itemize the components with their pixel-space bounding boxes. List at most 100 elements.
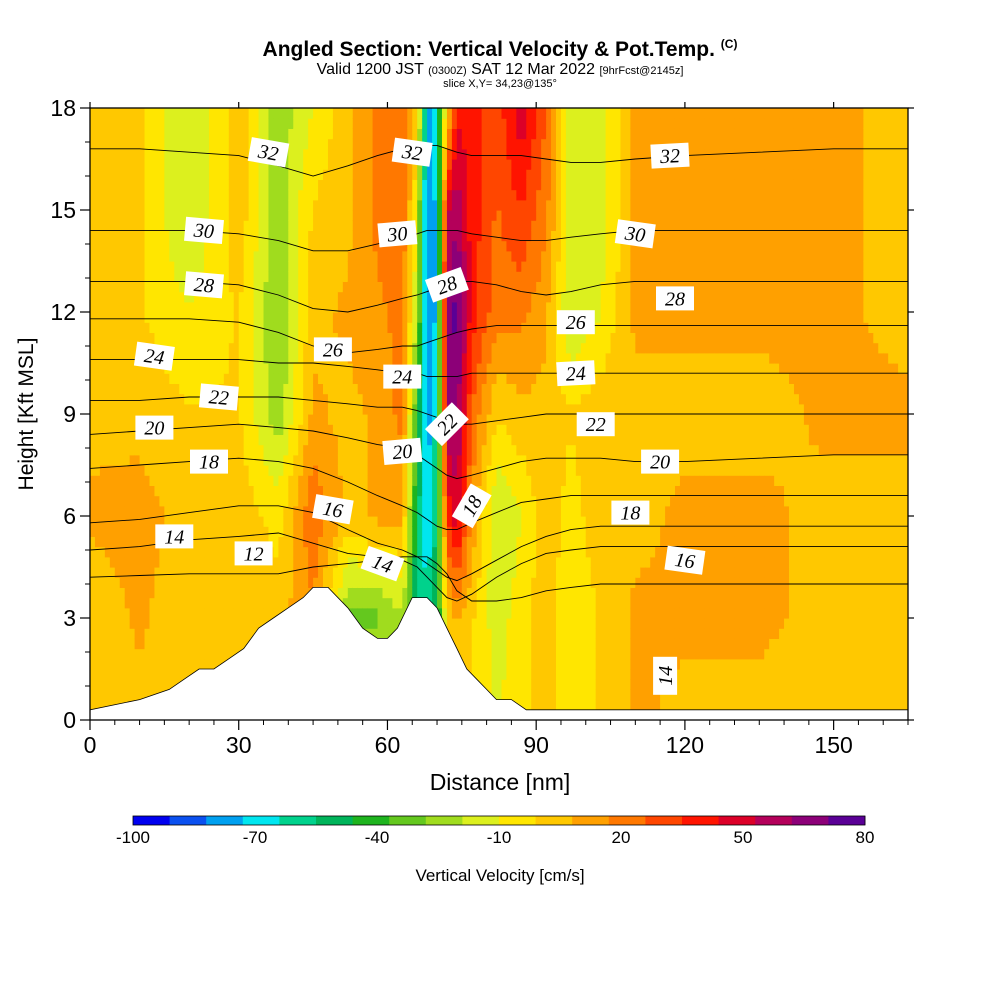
velocity-cell: [476, 240, 483, 252]
velocity-cell: [441, 546, 448, 558]
velocity-cell: [303, 352, 309, 364]
velocity-cell: [109, 505, 116, 517]
velocity-cell: [99, 312, 106, 323]
velocity-cell: [194, 556, 200, 568]
velocity-cell: [154, 444, 161, 456]
velocity-cell: [159, 475, 165, 486]
velocity-cell: [124, 322, 131, 333]
velocity-cell: [298, 383, 304, 395]
velocity-cell: [402, 414, 408, 425]
velocity-cell: [501, 628, 508, 639]
velocity-cell: [194, 424, 200, 435]
velocity-cell: [238, 322, 245, 333]
velocity-cell: [109, 597, 116, 609]
velocity-cell: [194, 658, 200, 670]
velocity-cell: [432, 444, 438, 456]
velocity-cell: [456, 342, 463, 354]
velocity-cell: [323, 169, 329, 180]
velocity-cell: [238, 148, 245, 160]
velocity-cell: [491, 373, 498, 384]
velocity-cell: [313, 271, 319, 282]
velocity-cell: [377, 393, 384, 405]
velocity-cell: [268, 587, 275, 599]
velocity-cell: [496, 352, 503, 364]
velocity-cell: [432, 118, 438, 129]
velocity-cell: [144, 679, 151, 690]
velocity-cell: [417, 322, 423, 333]
velocity-cell: [402, 485, 408, 497]
velocity-cell: [149, 638, 156, 650]
velocity-cell: [491, 669, 498, 680]
velocity-cell: [303, 220, 309, 231]
velocity-cell: [476, 352, 483, 364]
velocity-cell: [481, 210, 488, 221]
velocity-cell: [243, 301, 250, 313]
velocity-cell: [446, 505, 453, 517]
velocity-cell: [169, 363, 175, 374]
velocity-cell: [372, 240, 379, 252]
velocity-cell: [199, 179, 205, 191]
velocity-cell: [303, 444, 309, 456]
velocity-cell: [159, 383, 165, 395]
velocity-cell: [94, 403, 101, 415]
velocity-cell: [268, 250, 275, 262]
velocity-cell: [179, 261, 185, 272]
velocity-cell: [461, 312, 468, 323]
velocity-cell: [233, 148, 240, 160]
velocity-cell: [308, 301, 314, 313]
velocity-cell: [451, 577, 458, 588]
velocity-cell: [90, 261, 96, 272]
velocity-cell: [159, 607, 165, 619]
velocity-cell: [218, 424, 225, 435]
velocity-cell: [189, 179, 195, 191]
velocity-cell: [248, 475, 255, 486]
velocity-cell: [417, 179, 423, 191]
velocity-cell: [94, 220, 101, 231]
velocity-cell: [347, 210, 354, 221]
velocity-cell: [114, 383, 121, 395]
velocity-cell: [204, 322, 210, 333]
velocity-cell: [119, 118, 126, 129]
velocity-cell: [268, 414, 275, 425]
velocity-cell: [486, 393, 493, 405]
velocity-cell: [476, 444, 483, 456]
velocity-cell: [134, 689, 141, 701]
velocity-cell: [248, 526, 255, 537]
velocity-cell: [288, 118, 294, 129]
velocity-cell: [263, 516, 270, 527]
velocity-cell: [372, 607, 379, 619]
velocity-cell: [278, 485, 284, 497]
velocity-cell: [303, 199, 309, 211]
velocity-cell: [253, 291, 260, 303]
velocity-cell: [169, 281, 175, 293]
velocity-cell: [437, 475, 443, 486]
velocity-cell: [174, 567, 180, 578]
velocity-cell: [481, 332, 488, 344]
velocity-cell: [486, 199, 493, 211]
velocity-cell: [139, 322, 146, 333]
velocity-cell: [273, 536, 279, 548]
velocity-cell: [169, 444, 175, 456]
velocity-cell: [154, 638, 161, 650]
velocity-cell: [377, 373, 384, 384]
velocity-cell: [273, 516, 279, 527]
velocity-cell: [184, 495, 190, 507]
velocity-cell: [238, 240, 245, 252]
velocity-cell: [124, 138, 131, 150]
velocity-cell: [213, 210, 220, 221]
velocity-cell: [486, 618, 493, 629]
velocity-cell: [427, 332, 433, 344]
velocity-cell: [456, 312, 463, 323]
velocity-cell: [308, 485, 314, 497]
velocity-cell: [154, 118, 161, 129]
velocity-cell: [104, 536, 111, 548]
velocity-cell: [218, 628, 225, 639]
velocity-cell: [382, 485, 389, 497]
velocity-cell: [382, 516, 389, 527]
velocity-cell: [318, 383, 324, 395]
velocity-cell: [327, 179, 334, 191]
velocity-cell: [422, 403, 428, 415]
velocity-cell: [456, 352, 463, 364]
velocity-cell: [362, 546, 369, 558]
velocity-cell: [213, 352, 220, 364]
